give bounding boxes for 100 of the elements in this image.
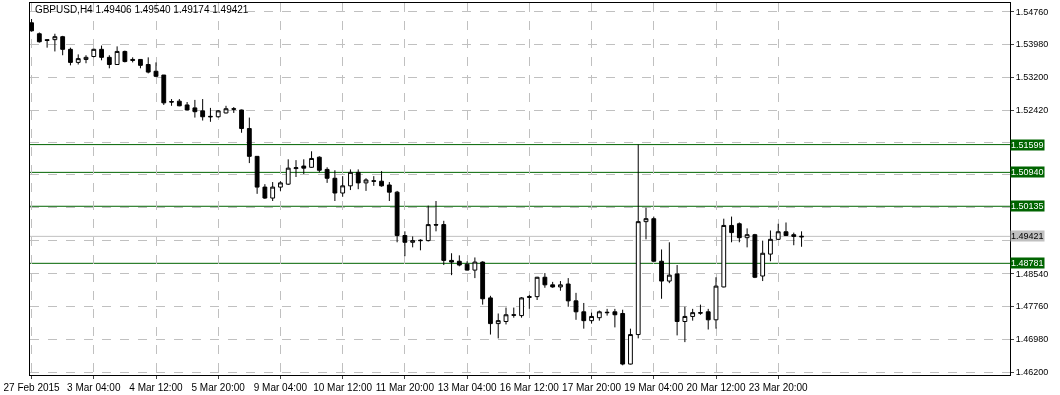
x-tick-label: 4 Mar 12:00: [129, 382, 184, 393]
candlestick: [690, 308, 696, 322]
candlestick: [472, 256, 478, 279]
candlestick: [278, 180, 283, 192]
candlestick: [542, 272, 548, 289]
candlestick: [184, 101, 190, 111]
candlestick: [340, 175, 346, 198]
candlestick: [550, 281, 556, 289]
y-tick-label: 1.46980: [1015, 334, 1049, 345]
candlestick: [316, 155, 322, 173]
candlestick: [138, 58, 143, 69]
candlestick: [791, 232, 797, 246]
candlestick: [223, 105, 229, 114]
candlestick: [736, 221, 742, 243]
candlestick: [628, 328, 633, 365]
candlestick: [355, 168, 361, 190]
x-tick-label: 20 Mar 12:00: [686, 382, 746, 393]
candlestick: [620, 309, 626, 366]
candlestick: [293, 159, 299, 178]
x-tick-label: 16 Mar 12:00: [499, 382, 560, 393]
candlestick: [176, 98, 182, 107]
candlestick: [324, 166, 330, 184]
candlestick: [130, 56, 136, 63]
ref-line-label: 1.50135: [1011, 201, 1044, 211]
candlestick: [464, 260, 470, 272]
x-tick-label: 9 Mar 04:00: [253, 382, 308, 393]
candlestick: [231, 106, 237, 114]
candlestick: [200, 98, 206, 122]
candlestick: [309, 150, 314, 169]
candlestick: [68, 47, 73, 66]
candlestick: [52, 33, 58, 52]
ref-line-label: 1.50940: [1011, 167, 1044, 177]
candlestick: [246, 117, 252, 164]
candlestick: [581, 302, 587, 330]
ref-line-label: 1.49421: [1011, 231, 1044, 241]
candlestick: [75, 53, 81, 66]
chart-title: GBPUSD,H4 1.49406 1.49540 1.49174 1.49421: [34, 3, 249, 15]
candlestick: [145, 56, 151, 74]
candlestick: [371, 175, 377, 187]
candlestick: [721, 218, 727, 288]
candlestick: [425, 205, 431, 242]
candlestick: [418, 238, 423, 251]
candlestick: [169, 98, 174, 107]
x-tick-label: 11 Mar 20:00: [375, 382, 435, 393]
candlestick: [262, 183, 268, 200]
candlestick: [635, 144, 641, 339]
candlestick: [783, 221, 789, 237]
candlestick: [44, 39, 50, 49]
x-tick-label: 5 Mar 20:00: [191, 382, 246, 393]
candlestick: [208, 107, 213, 123]
candlestick: [192, 99, 198, 119]
candlestick: [558, 280, 563, 292]
candlestick: [433, 200, 439, 232]
candlestick: [379, 170, 384, 188]
candlestick: [239, 109, 244, 134]
y-tick-label: 1.47760: [1015, 301, 1049, 312]
candlestick: [449, 252, 454, 276]
candlestick: [526, 294, 532, 310]
candlestick: [363, 177, 369, 192]
candlestick: [495, 312, 501, 339]
candlestick: [60, 35, 66, 56]
candlestick: [215, 109, 221, 119]
candlestick: [698, 304, 703, 316]
candlestick: [674, 264, 680, 336]
candlestick: [441, 220, 447, 266]
ref-line-label: 1.51599: [1011, 140, 1044, 150]
candlestick: [612, 308, 618, 328]
candlestick: [565, 277, 571, 308]
candlestick: [799, 230, 804, 248]
candlestick: [519, 296, 524, 319]
candlestick: [651, 216, 657, 263]
candlestick: [775, 223, 781, 241]
candlestick: [386, 181, 392, 202]
y-tick-label: 1.53200: [1015, 72, 1049, 83]
candlestick: [153, 61, 159, 78]
candlestick: [83, 54, 89, 64]
candlestick: [503, 307, 509, 325]
candlestick: [596, 310, 602, 322]
y-tick-label: 1.52420: [1015, 105, 1049, 116]
candlestick: [456, 254, 462, 267]
candlestick: [666, 241, 672, 284]
candlestick: [410, 235, 416, 248]
candlestick: [254, 155, 260, 195]
x-tick-label: 19 Mar 04:00: [624, 382, 684, 393]
candlestick: [161, 74, 167, 106]
candlestick: [744, 227, 750, 248]
x-tick-label: 3 Mar 04:00: [67, 382, 121, 393]
y-tick-label: 1.53980: [1015, 39, 1049, 50]
candlestick: [768, 230, 773, 262]
candlestick: [394, 190, 400, 243]
candlestick: [659, 248, 664, 300]
candlestick: [348, 168, 353, 191]
candlestick: [682, 306, 688, 343]
candlestick: [488, 295, 493, 336]
candlestick: [114, 45, 120, 66]
candlestick: [285, 158, 291, 186]
candlestick: [729, 216, 734, 243]
candlestick: [604, 308, 610, 317]
candlestick: [713, 276, 719, 330]
x-tick-label: 17 Mar 20:00: [562, 382, 622, 393]
